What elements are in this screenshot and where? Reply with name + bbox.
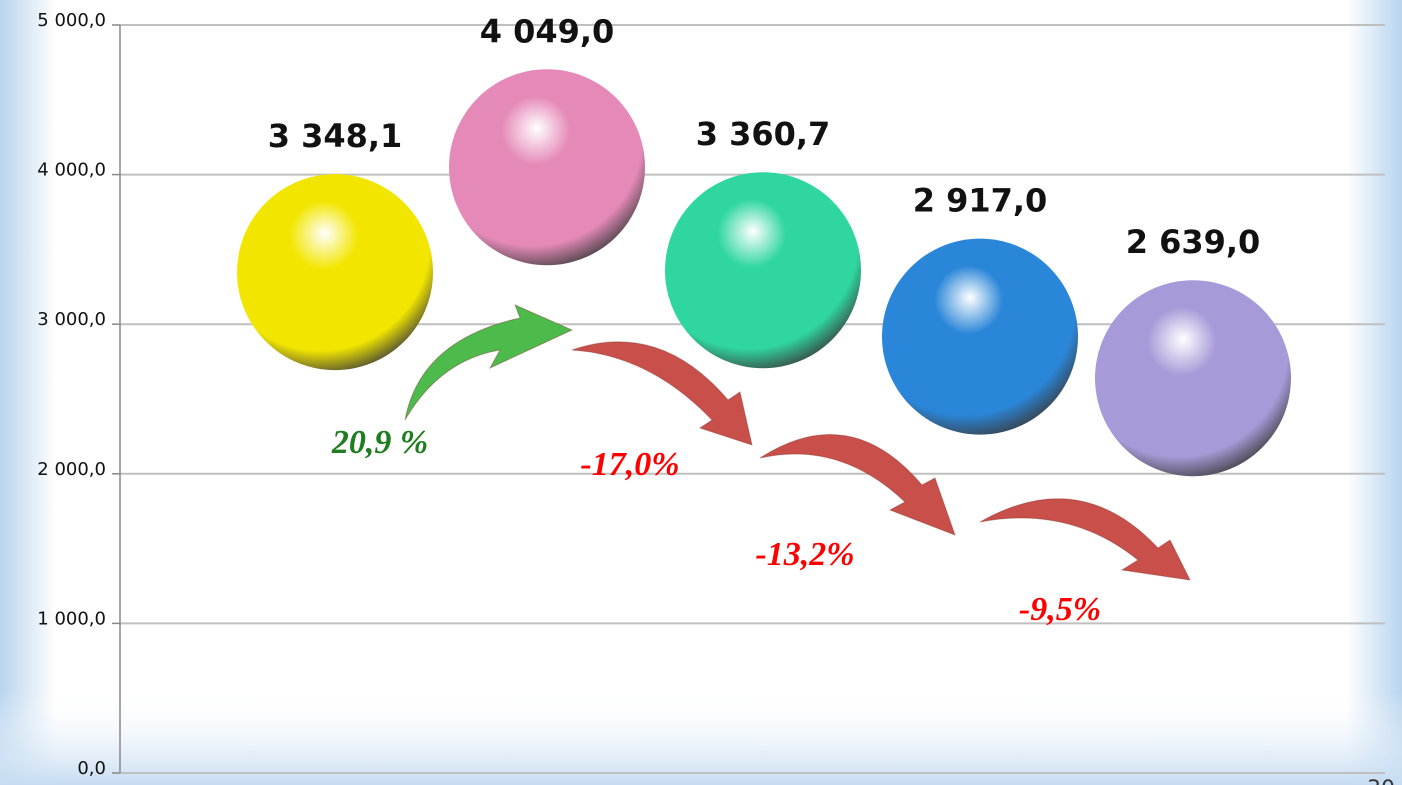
y-tick-label: 0,0: [77, 758, 106, 779]
change-label: -17,0%: [580, 446, 679, 483]
change-label: -13,2%: [755, 536, 854, 573]
value-label: 2 917,0: [913, 182, 1048, 220]
sphere: [449, 69, 645, 266]
change-arrow: [571, 341, 753, 446]
y-tick-label: 2 000,0: [37, 459, 106, 480]
y-tick-label: 3 000,0: [37, 309, 106, 330]
y-tick-label: 1 000,0: [37, 608, 106, 629]
y-tick-label: 4 000,0: [37, 160, 106, 181]
sphere: [1095, 280, 1291, 477]
change-label: 20,9 %: [331, 424, 428, 461]
change-arrow: [404, 304, 574, 421]
value-label: 2 639,0: [1126, 223, 1261, 261]
value-label: 4 049,0: [480, 12, 615, 50]
value-label: 3 348,1: [268, 117, 403, 155]
change-label: -9,5%: [1019, 591, 1101, 628]
sphere: [665, 172, 861, 369]
slide-number: 30: [1367, 777, 1395, 785]
value-label: 3 360,7: [696, 115, 831, 153]
sphere: [237, 174, 433, 371]
change-arrow: [759, 433, 956, 536]
change-arrow: [979, 498, 1191, 581]
y-tick-label: 5 000,0: [37, 10, 106, 31]
sphere: [882, 238, 1078, 435]
